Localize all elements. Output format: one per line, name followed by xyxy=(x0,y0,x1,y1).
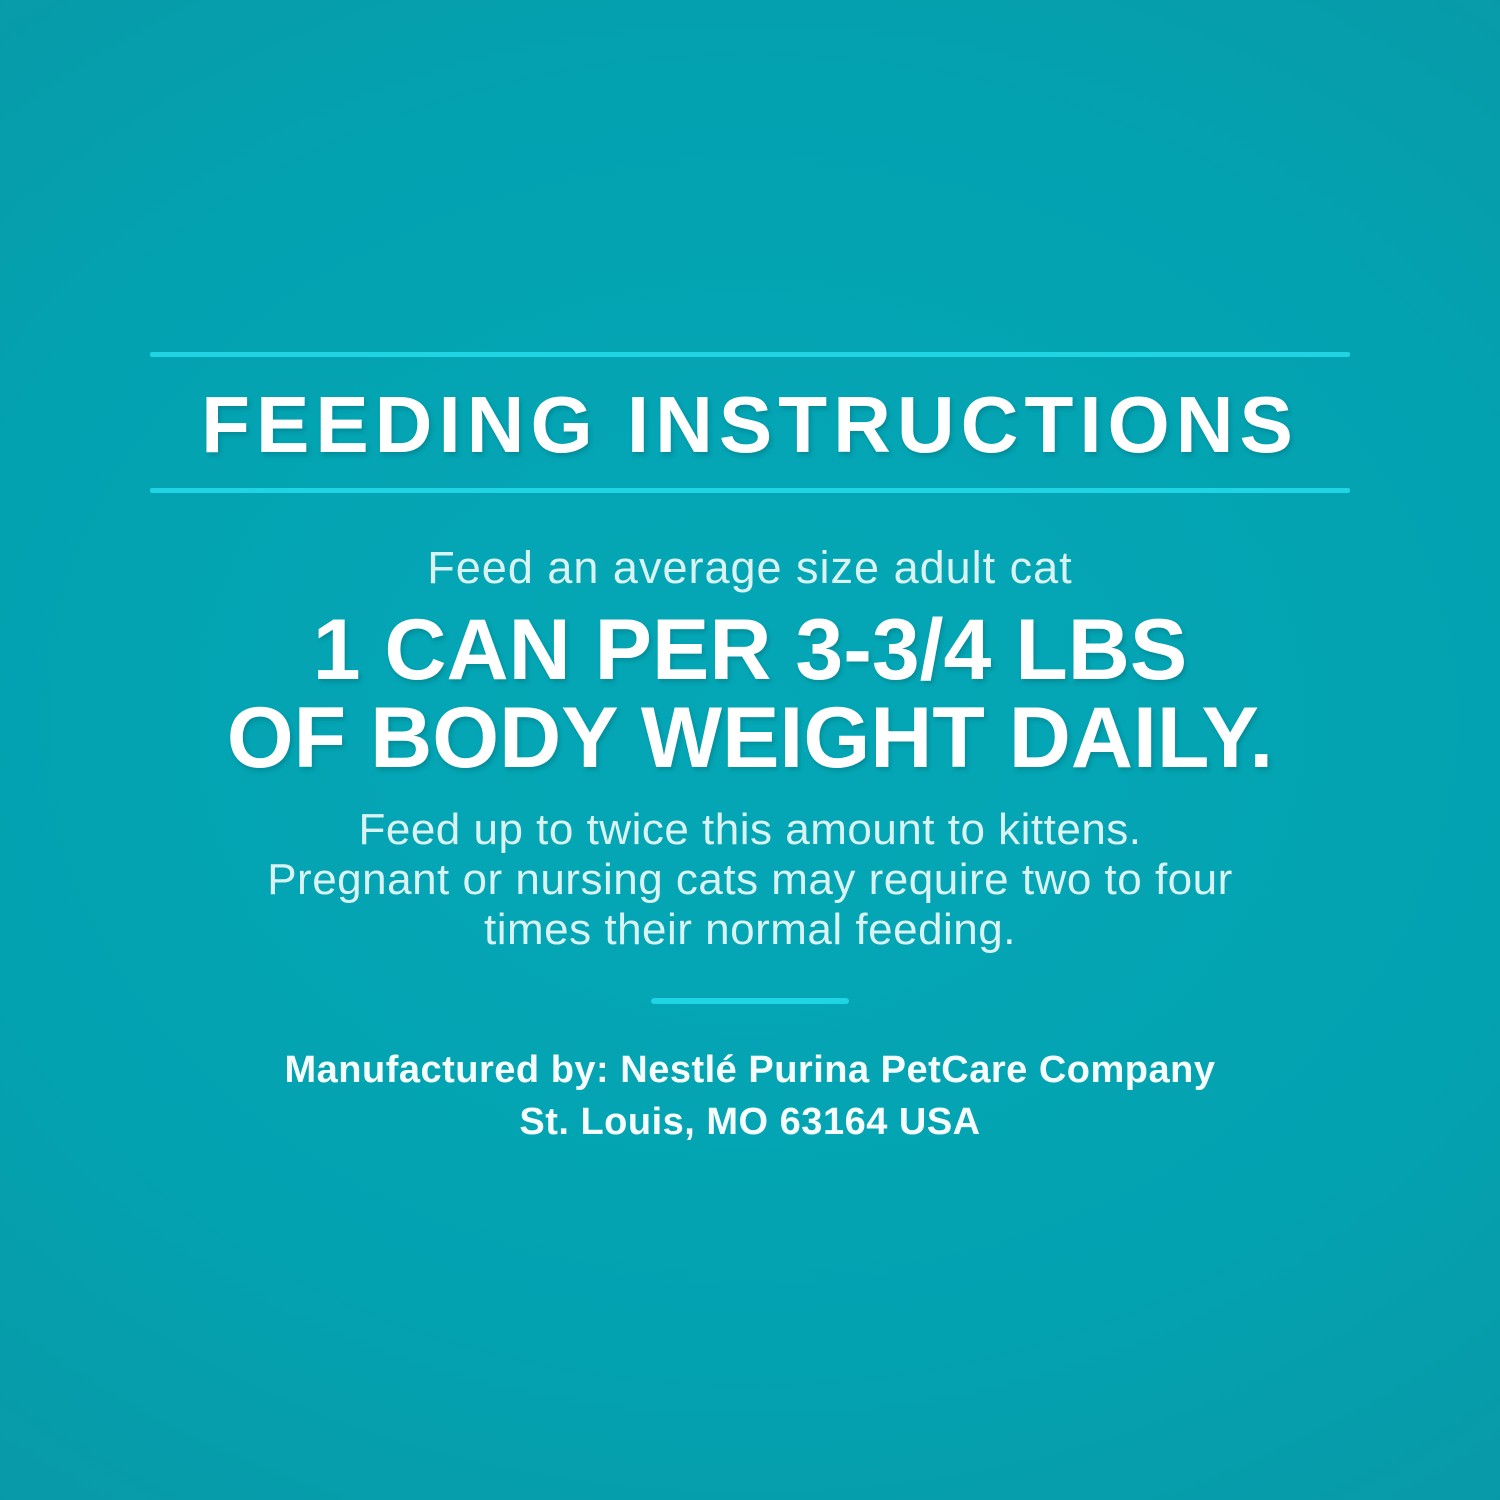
amount-line-1: 1 CAN PER 3-3/4 LBS xyxy=(312,602,1188,698)
feeding-amount: 1 CAN PER 3-3/4 LBS OF BODY WEIGHT DAILY… xyxy=(0,606,1500,782)
section-divider xyxy=(651,998,849,1004)
feeding-notes: Feed up to twice this amount to kittens.… xyxy=(0,805,1500,955)
amount-line-2: OF BODY WEIGHT DAILY. xyxy=(226,690,1274,786)
feeding-instructions-title: FEEDING INSTRUCTIONS xyxy=(201,380,1299,469)
top-rule xyxy=(150,352,1350,357)
note-line-1: Feed up to twice this amount to kittens. xyxy=(358,805,1142,854)
manufacturer-line-1: Manufactured by: Nestlé Purina PetCare C… xyxy=(284,1049,1216,1091)
note-line-3: times their normal feeding. xyxy=(484,905,1016,954)
note-line-2: Pregnant or nursing cats may require two… xyxy=(267,855,1233,904)
bottom-rule xyxy=(150,488,1350,493)
intro-text: Feed an average size adult cat xyxy=(427,542,1073,593)
manufacturer-info: Manufactured by: Nestlé Purina PetCare C… xyxy=(0,1044,1500,1148)
manufacturer-line-2: St. Louis, MO 63164 USA xyxy=(519,1101,981,1143)
